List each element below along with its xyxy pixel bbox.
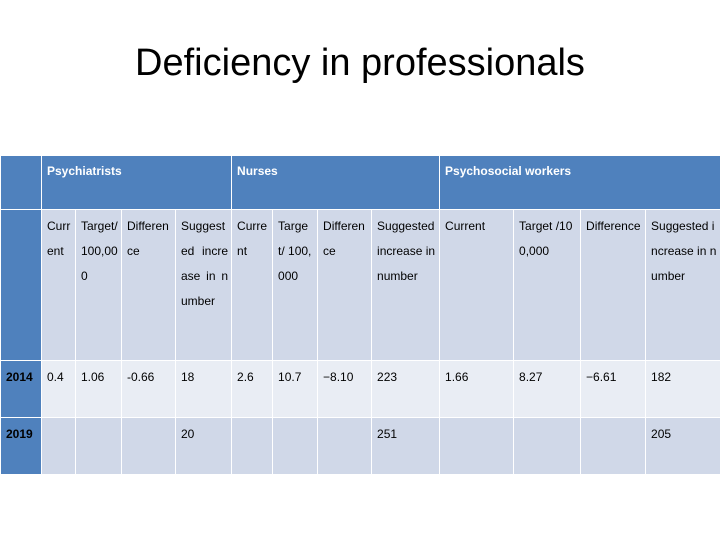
table-cell: 1.06 <box>75 360 122 418</box>
table-cell: 223 <box>371 360 441 418</box>
subheader-cell: Current <box>41 209 76 361</box>
table-cell <box>231 417 274 475</box>
row-year: 2019 <box>0 417 42 475</box>
slide-title: Deficiency in professionals <box>135 42 585 84</box>
subheader-cell: Target/ 100,000 <box>75 209 122 361</box>
table-cell: -0.66 <box>121 360 176 418</box>
table-cell: −6.61 <box>580 360 647 418</box>
subheader-row: Current Target/ 100,000 Difference Sugge… <box>0 209 720 361</box>
group-header-row: Psychiatrists Nurses Psychosocial worker… <box>0 155 720 210</box>
subheader-cell: Target /100,000 <box>513 209 582 361</box>
table-cell <box>580 417 647 475</box>
subheader-cell: Current <box>231 209 274 361</box>
subheader-cell: Current <box>439 209 515 361</box>
subheader-cell: Difference <box>317 209 373 361</box>
subheader-cell: Suggested increase in number <box>174 209 233 361</box>
table-cell <box>75 417 122 475</box>
table-cell <box>41 417 76 475</box>
subheader-cell: Suggested increase in number <box>645 209 720 361</box>
subheader-cell: Difference <box>580 209 647 361</box>
subheader-cell: Suggested increase in number <box>371 209 441 361</box>
table-cell <box>439 417 515 475</box>
row-year: 2014 <box>0 360 42 418</box>
table-cell: 2.6 <box>231 360 274 418</box>
corner-cell <box>0 209 42 361</box>
table-cell: 8.27 <box>513 360 582 418</box>
table-row: 2014 0.4 1.06 -0.66 18 2.6 10.7 −8.10 22… <box>0 360 720 418</box>
table-cell <box>272 417 319 475</box>
table-row: 2019 20 251 205 <box>0 417 720 475</box>
table-cell: 1.66 <box>439 360 515 418</box>
subheader-cell: Target/ 100,000 <box>272 209 319 361</box>
group-psychosocial-workers: Psychosocial workers <box>439 155 720 210</box>
table-cell: 205 <box>645 417 720 475</box>
table-cell: 251 <box>371 417 441 475</box>
table-cell: 10.7 <box>272 360 319 418</box>
table-cell <box>513 417 582 475</box>
table-cell: 18 <box>174 360 233 418</box>
table-cell: −8.10 <box>317 360 373 418</box>
subheader-cell: Difference <box>121 209 176 361</box>
table-cell: 0.4 <box>41 360 76 418</box>
corner-cell <box>0 155 42 210</box>
table-cell <box>121 417 176 475</box>
table-cell <box>317 417 373 475</box>
group-psychiatrists: Psychiatrists <box>40 155 233 210</box>
deficiency-table: Psychiatrists Nurses Psychosocial worker… <box>0 155 720 475</box>
table-cell: 20 <box>174 417 233 475</box>
table-cell: 182 <box>645 360 720 418</box>
group-nurses: Nurses <box>231 155 441 210</box>
